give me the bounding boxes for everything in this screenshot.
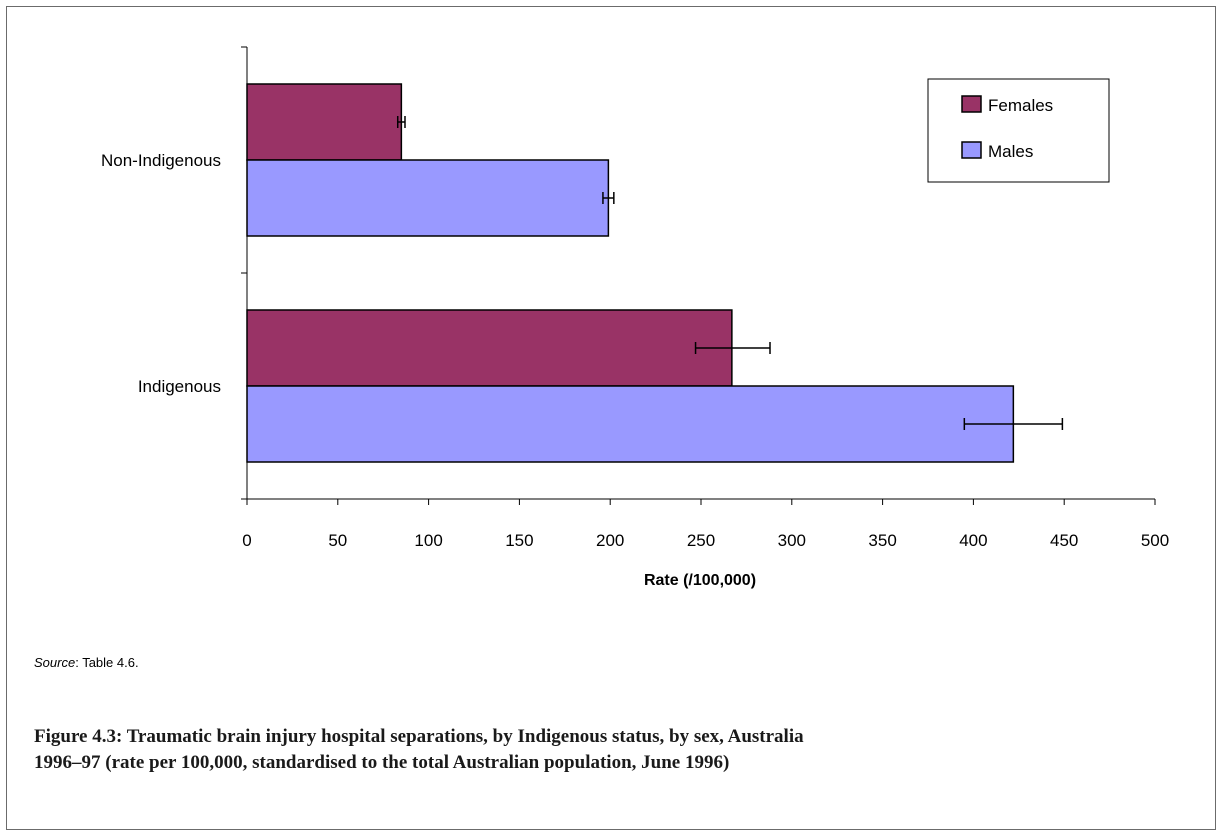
x-tick-label: 150 xyxy=(505,531,533,550)
x-tick-label: 200 xyxy=(596,531,624,550)
category-label: Indigenous xyxy=(138,377,221,396)
x-tick-label: 250 xyxy=(687,531,715,550)
legend-label: Females xyxy=(988,96,1053,115)
x-tick-label: 50 xyxy=(328,531,347,550)
legend-swatch xyxy=(961,141,982,159)
x-tick-label: 450 xyxy=(1050,531,1078,550)
x-tick-label: 400 xyxy=(959,531,987,550)
legend-label: Males xyxy=(988,142,1033,161)
x-tick-label: 500 xyxy=(1141,531,1169,550)
bar-males-indigenous xyxy=(246,385,1015,463)
source-prefix: Source xyxy=(34,655,76,670)
x-tick-label: 350 xyxy=(868,531,896,550)
x-axis-title: Rate (/100,000) xyxy=(644,572,756,589)
legend-swatch xyxy=(961,95,982,113)
bar-males-non-indigenous xyxy=(246,159,610,237)
x-tick-label: 300 xyxy=(778,531,806,550)
source-note: Source: Table 4.6. xyxy=(34,655,139,670)
category-label: Non-Indigenous xyxy=(101,151,221,170)
x-tick-label: 100 xyxy=(414,531,442,550)
bar-chart: 0 50 100 150 200 250 300 350 400 450 500 Rate (/100… xyxy=(101,46,1169,589)
bar-females-indigenous xyxy=(246,309,733,387)
figure-caption: Figure 4.3: Traumatic brain injury hospi… xyxy=(34,726,804,773)
source-text: : Table 4.6. xyxy=(75,655,139,670)
legend-box xyxy=(927,78,1110,183)
x-tick-label: 0 xyxy=(242,531,251,550)
bar-females-non-indigenous xyxy=(246,83,403,161)
